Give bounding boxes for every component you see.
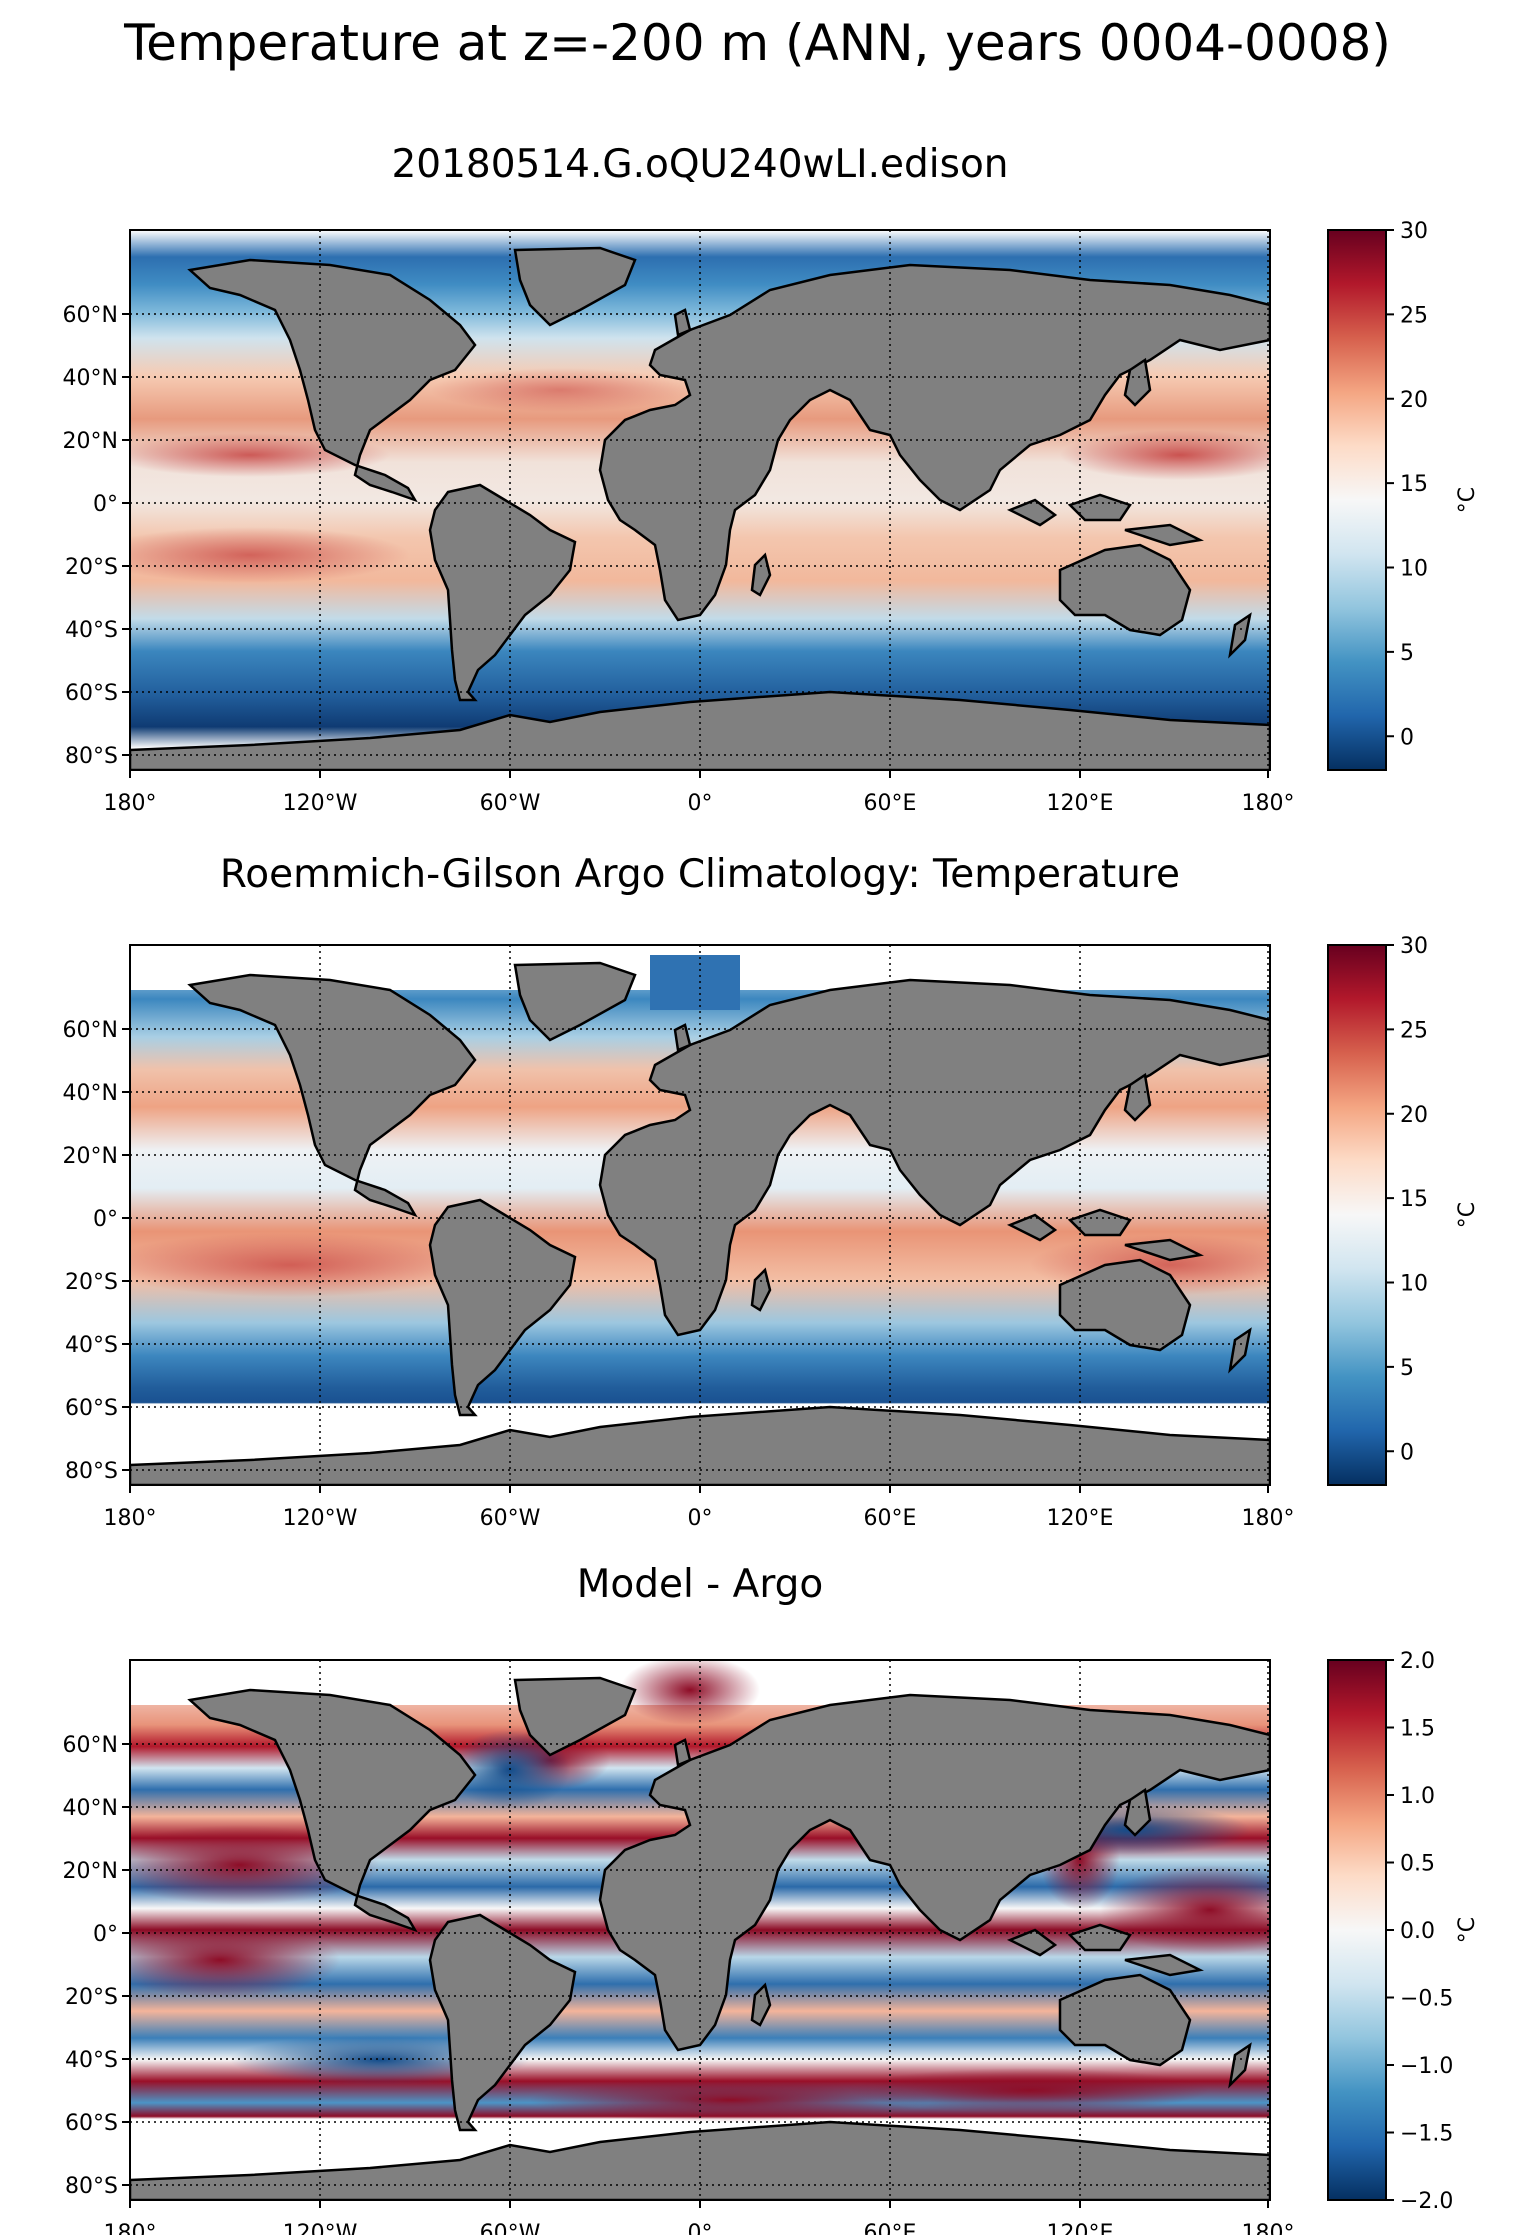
colorbar-tick-label: 0.5 bbox=[1400, 1852, 1435, 1877]
panel-2-map bbox=[129, 944, 1271, 1486]
colorbar-tick-label: 30 bbox=[1400, 934, 1428, 959]
colorbar-tick-label: 30 bbox=[1400, 219, 1428, 244]
colorbar-unit-label: °C bbox=[1455, 1202, 1480, 1228]
colorbar-tick-label: 1.0 bbox=[1400, 1784, 1435, 1809]
x-tick-label: 0° bbox=[688, 791, 713, 816]
colorbar-tick-label: 10 bbox=[1400, 1272, 1428, 1297]
panel-3-map bbox=[129, 1659, 1271, 2201]
colorbar-2 bbox=[1327, 944, 1387, 1486]
x-tick-label: 180° bbox=[104, 791, 157, 816]
panel-1-map bbox=[129, 229, 1271, 771]
x-tick-label: 180° bbox=[1242, 791, 1295, 816]
figure-title: Temperature at z=-200 m (ANN, years 0004… bbox=[124, 14, 1391, 72]
y-tick-label: 80°S bbox=[65, 1459, 118, 1484]
x-tick-label: 180° bbox=[104, 2221, 157, 2235]
y-tick-label: 60°N bbox=[63, 1733, 118, 1758]
colorbar-unit-label: °C bbox=[1455, 487, 1480, 513]
panel-3-title: Model - Argo bbox=[576, 1562, 824, 1607]
x-tick-label: 180° bbox=[1242, 1506, 1295, 1531]
colorbar-tick-label: 2.0 bbox=[1400, 1649, 1435, 1674]
colorbar-tick-label: 5 bbox=[1400, 641, 1414, 666]
x-tick-label: 120°W bbox=[283, 1506, 358, 1531]
x-tick-label: 120°W bbox=[283, 2221, 358, 2235]
y-tick-label: 60°N bbox=[63, 303, 118, 328]
panel-2-title: Roemmich-Gilson Argo Climatology: Temper… bbox=[219, 852, 1181, 897]
x-tick-label: 120°E bbox=[1047, 2221, 1114, 2235]
y-tick-label: 40°S bbox=[65, 1333, 118, 1358]
y-tick-label: 60°S bbox=[65, 1396, 118, 1421]
y-tick-label: 80°S bbox=[65, 2174, 118, 2199]
y-tick-label: 40°N bbox=[63, 366, 118, 391]
x-tick-label: 60°E bbox=[864, 2221, 917, 2235]
colorbar-1 bbox=[1327, 229, 1387, 771]
y-tick-label: 20°S bbox=[65, 555, 118, 580]
y-tick-label: 0° bbox=[93, 492, 118, 517]
colorbar-tick-label: −0.5 bbox=[1400, 1987, 1453, 2012]
y-tick-label: 40°S bbox=[65, 618, 118, 643]
graticule bbox=[130, 1660, 1270, 2200]
y-tick-label: 0° bbox=[93, 1922, 118, 1947]
x-tick-label: 60°E bbox=[864, 1506, 917, 1531]
y-tick-label: 0° bbox=[93, 1207, 118, 1232]
y-tick-label: 20°N bbox=[63, 1144, 118, 1169]
x-tick-label: 0° bbox=[688, 1506, 713, 1531]
y-tick-label: 40°N bbox=[63, 1081, 118, 1106]
graticule bbox=[130, 945, 1270, 1485]
colorbar-tick-label: 0.0 bbox=[1400, 1919, 1435, 1944]
x-tick-label: 60°E bbox=[864, 791, 917, 816]
colorbar-unit-label: °C bbox=[1455, 1917, 1480, 1943]
colorbar-tick-label: −2.0 bbox=[1400, 2189, 1453, 2214]
x-tick-label: 0° bbox=[688, 2221, 713, 2235]
y-tick-label: 40°S bbox=[65, 2048, 118, 2073]
x-tick-label: 120°E bbox=[1047, 1506, 1114, 1531]
x-tick-label: 120°E bbox=[1047, 791, 1114, 816]
y-tick-label: 60°N bbox=[63, 1018, 118, 1043]
y-tick-label: 20°S bbox=[65, 1270, 118, 1295]
y-tick-label: 40°N bbox=[63, 1796, 118, 1821]
colorbar-tick-label: 20 bbox=[1400, 1103, 1428, 1128]
colorbar-tick-label: 5 bbox=[1400, 1356, 1414, 1381]
y-tick-label: 80°S bbox=[65, 744, 118, 769]
y-tick-label: 20°S bbox=[65, 1985, 118, 2010]
x-tick-label: 60°W bbox=[480, 1506, 541, 1531]
colorbar-tick-label: 15 bbox=[1400, 1187, 1428, 1212]
x-tick-label: 180° bbox=[104, 1506, 157, 1531]
colorbar-tick-label: 1.5 bbox=[1400, 1717, 1435, 1742]
colorbar-3 bbox=[1327, 1659, 1387, 2201]
colorbar-tick-label: −1.0 bbox=[1400, 2054, 1453, 2079]
y-tick-label: 20°N bbox=[63, 1859, 118, 1884]
y-tick-label: 20°N bbox=[63, 429, 118, 454]
x-tick-label: 180° bbox=[1242, 2221, 1295, 2235]
colorbar-tick-label: 20 bbox=[1400, 388, 1428, 413]
colorbar-tick-label: 10 bbox=[1400, 557, 1428, 582]
colorbar-tick-label: −1.5 bbox=[1400, 2122, 1453, 2147]
colorbar-tick-label: 0 bbox=[1400, 1440, 1414, 1465]
colorbar-tick-label: 0 bbox=[1400, 725, 1414, 750]
panel-1-title: 20180514.G.oQU240wLI.edison bbox=[391, 142, 1009, 187]
y-tick-label: 60°S bbox=[65, 681, 118, 706]
colorbar-tick-label: 15 bbox=[1400, 472, 1428, 497]
colorbar-tick-label: 25 bbox=[1400, 303, 1428, 328]
graticule bbox=[130, 230, 1270, 770]
x-tick-label: 120°W bbox=[283, 791, 358, 816]
colorbar-tick-label: 25 bbox=[1400, 1018, 1428, 1043]
x-tick-label: 60°W bbox=[480, 2221, 541, 2235]
x-tick-label: 60°W bbox=[480, 791, 541, 816]
y-tick-label: 60°S bbox=[65, 2111, 118, 2136]
